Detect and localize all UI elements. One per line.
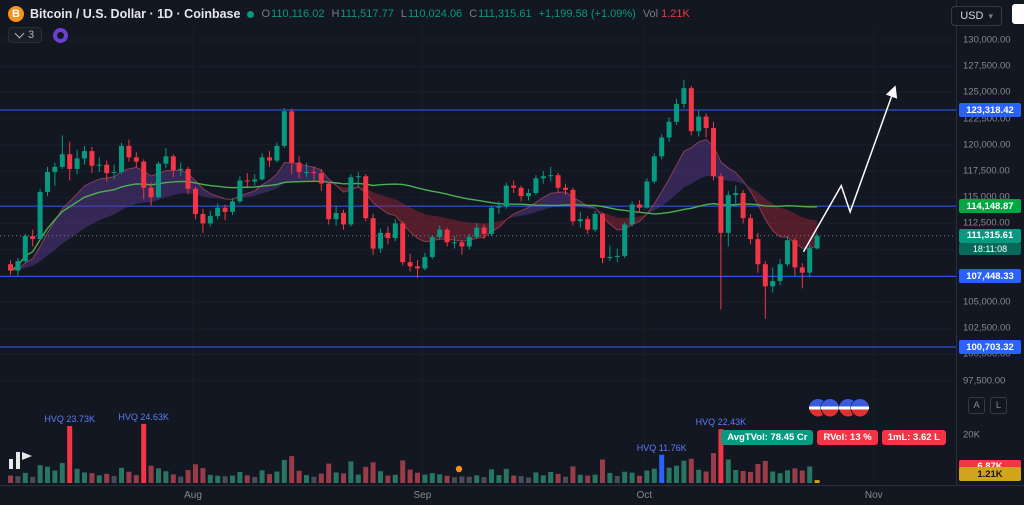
time-axis[interactable]: Aug Sep Oct Nov bbox=[0, 485, 1024, 505]
last-price-badge[interactable]: 111,315.61 bbox=[959, 228, 1021, 243]
close-value: 111,315.61 bbox=[478, 8, 532, 20]
price-tick-label: 125,000.00 bbox=[963, 86, 1011, 98]
hvq-label: HVQ 23.73K bbox=[44, 414, 95, 425]
projection-arrow[interactable] bbox=[802, 85, 898, 253]
indicators-collapse-button[interactable]: 3 bbox=[8, 27, 43, 43]
indicator-icon[interactable] bbox=[53, 28, 68, 43]
ema-ribbon bbox=[10, 138, 818, 272]
hvq-label: HVQ 11.76K bbox=[636, 442, 687, 453]
market-status-icon bbox=[247, 10, 255, 18]
volume-value: 1.21K bbox=[661, 8, 690, 20]
indicator-badge[interactable]: RVol: 13 % bbox=[817, 430, 878, 445]
price-tick-label: 117,500.00 bbox=[963, 165, 1010, 177]
price-tick-label: 120,000.00 bbox=[963, 139, 1011, 151]
poc-marker bbox=[455, 465, 463, 473]
currency-selector[interactable]: USD ▾ bbox=[951, 6, 1002, 26]
close-label: C bbox=[469, 8, 478, 20]
price-tick-label: 100,000.00 bbox=[963, 348, 1011, 360]
indicator-badge[interactable]: AvgTVol: 78.45 Cr bbox=[721, 430, 814, 445]
price-tick-label: 115,000.00 bbox=[963, 191, 1010, 203]
price-tick-label: 112,500.00 bbox=[963, 217, 1010, 229]
price-level-badge[interactable]: 107,448.33 bbox=[959, 269, 1021, 284]
indicator-count: 3 bbox=[28, 29, 35, 41]
high-label: H bbox=[331, 8, 340, 20]
price-tick-label: 127,500.00 bbox=[963, 60, 1011, 72]
high-value: 111,517.77 bbox=[340, 8, 394, 20]
price-tick-label: 102,500.00 bbox=[963, 322, 1011, 334]
price-tick-label: 122,500.00 bbox=[963, 113, 1011, 125]
price-scale[interactable]: A L 130,000.00 127,500.00 125,000.00 122,50… bbox=[956, 0, 1024, 485]
price-level-badge[interactable]: 114,148.87 bbox=[959, 199, 1021, 214]
low-value: 110,024.06 bbox=[407, 8, 463, 20]
chevron-down-icon bbox=[14, 28, 25, 39]
side-panel-edge[interactable] bbox=[1012, 4, 1024, 24]
price-tick-label: 130,000.00 bbox=[963, 34, 1011, 46]
symbol-title[interactable]: Bitcoin / U.S. Dollar · 1D · Coinbase bbox=[30, 7, 241, 21]
open-label: O bbox=[261, 8, 271, 20]
indicator-badges: AvgTVol: 78.45 Cr RVol: 13 % 1mL: 3.62 L bbox=[721, 430, 946, 445]
volume-tick-label: 20K bbox=[963, 429, 980, 441]
bar-countdown-badge: 18:11:08 bbox=[959, 242, 1021, 255]
poc-marker-icon bbox=[455, 465, 463, 473]
indicator-badge[interactable]: 1mL: 3.62 L bbox=[881, 430, 946, 445]
sticker-icon bbox=[820, 398, 840, 418]
price-tick-label: 105,000.00 bbox=[963, 296, 1011, 308]
hvq-label: HVQ 24.63K bbox=[118, 411, 169, 422]
open-value: 110,116.02 bbox=[271, 8, 325, 20]
price-tick-label: 97,500.00 bbox=[963, 375, 1006, 387]
ohlc-readout: O 110,116.02 H 111,517.77 L 110,024.06 C 111… bbox=[261, 8, 689, 20]
sticker-icons[interactable] bbox=[808, 398, 870, 418]
hvq-label: HVQ 22.43K bbox=[695, 417, 747, 428]
auto-scale-button[interactable]: A bbox=[968, 397, 985, 414]
price-level-badge[interactable]: 100,703.32 bbox=[959, 340, 1021, 355]
price-level-badge[interactable]: 123,318.42 bbox=[959, 103, 1021, 118]
bitcoin-icon: B bbox=[8, 6, 24, 22]
currency-value: USD bbox=[960, 10, 984, 22]
chevron-down-icon: ▾ bbox=[988, 10, 993, 21]
watermark-logo bbox=[9, 452, 32, 469]
low-label: L bbox=[400, 8, 407, 20]
volume-bars bbox=[8, 423, 820, 483]
change-value: +1,199.58 (+1.09%) bbox=[538, 8, 636, 20]
time-axis-label: Oct bbox=[636, 490, 653, 501]
symbol-legend[interactable]: B Bitcoin / U.S. Dollar · 1D · Coinbase … bbox=[8, 6, 690, 22]
volume-badge: 1.21K bbox=[959, 467, 1021, 481]
time-axis-label: Sep bbox=[413, 490, 432, 501]
log-scale-button[interactable]: L bbox=[990, 397, 1007, 414]
time-axis-label: Nov bbox=[864, 490, 883, 501]
volume-label: Vol bbox=[642, 8, 659, 20]
sticker-icon bbox=[850, 398, 870, 418]
time-axis-label: Aug bbox=[184, 490, 202, 501]
candlestick-series bbox=[8, 79, 820, 319]
price-level-lines[interactable] bbox=[0, 109, 956, 348]
